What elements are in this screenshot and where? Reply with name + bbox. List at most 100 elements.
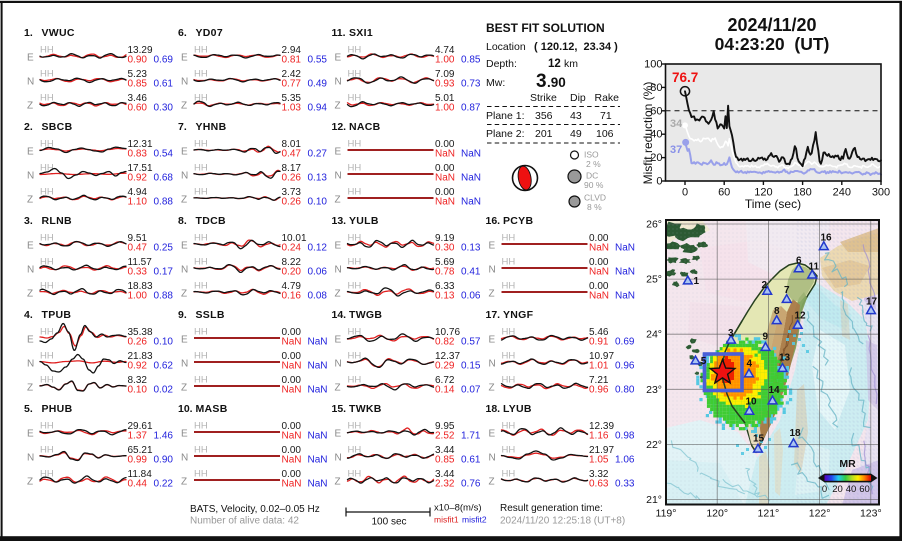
svg-text:100: 100 [644, 59, 662, 71]
svg-text:1: 1 [694, 276, 700, 287]
svg-text:119°: 119° [656, 508, 677, 520]
svg-text:0.92: 0.92 [128, 361, 148, 372]
svg-text:Z: Z [27, 477, 33, 488]
svg-text:3: 3 [728, 328, 734, 339]
svg-text:0.85: 0.85 [435, 455, 455, 466]
svg-text:NaN: NaN [308, 385, 328, 396]
svg-text:0.55: 0.55 [308, 55, 328, 66]
svg-text:HH: HH [40, 139, 54, 150]
svg-text:120: 120 [754, 187, 772, 199]
svg-text:16.: 16. [486, 215, 501, 227]
svg-text:N: N [335, 265, 342, 276]
svg-text:0.26: 0.26 [282, 173, 302, 184]
svg-text:N: N [335, 359, 342, 370]
svg-text:SBCB: SBCB [42, 121, 73, 133]
svg-text:HH: HH [40, 93, 54, 104]
svg-text:x10–8(m/s): x10–8(m/s) [434, 503, 482, 514]
svg-text:13.: 13. [332, 215, 347, 227]
svg-text:300: 300 [872, 187, 890, 199]
svg-text:7: 7 [784, 285, 790, 296]
svg-text:NaN: NaN [615, 267, 635, 278]
svg-text:Z: Z [335, 195, 341, 206]
svg-text:18.83: 18.83 [128, 281, 153, 292]
svg-text:Dip: Dip [570, 92, 586, 104]
svg-text:10.: 10. [178, 403, 193, 415]
svg-text:0.82: 0.82 [435, 337, 455, 348]
svg-text:80: 80 [650, 82, 662, 94]
svg-text:TWGB: TWGB [349, 309, 382, 321]
svg-text:HH: HH [40, 69, 54, 80]
svg-text:15: 15 [753, 434, 765, 445]
svg-text:DC: DC [586, 171, 598, 181]
svg-text:E: E [181, 335, 188, 346]
svg-text:21.83: 21.83 [128, 351, 153, 362]
svg-text:N: N [489, 359, 496, 370]
svg-text:0.61: 0.61 [154, 79, 174, 90]
svg-text:0.30: 0.30 [154, 103, 174, 114]
svg-text:12.: 12. [332, 121, 347, 133]
svg-text:km: km [564, 58, 578, 70]
svg-text:21.97: 21.97 [589, 445, 614, 456]
svg-text:0.98: 0.98 [615, 431, 635, 442]
svg-text:E: E [181, 53, 188, 64]
svg-text:12.39: 12.39 [589, 421, 614, 432]
svg-text:ISO: ISO [584, 150, 599, 160]
svg-text:0.93: 0.93 [435, 79, 455, 90]
svg-text:12.31: 12.31 [128, 139, 153, 150]
svg-text:8.01: 8.01 [282, 139, 302, 150]
svg-text:0.90: 0.90 [154, 455, 174, 466]
svg-text:14.: 14. [332, 309, 347, 321]
svg-text:N: N [181, 359, 188, 370]
svg-text:5.01: 5.01 [435, 93, 455, 104]
svg-text:HH: HH [502, 445, 516, 456]
svg-text:NaN: NaN [461, 173, 481, 184]
svg-text:1.37: 1.37 [128, 431, 148, 442]
svg-text:0.91: 0.91 [589, 337, 609, 348]
svg-text:34: 34 [670, 118, 683, 130]
svg-text:0.17: 0.17 [154, 267, 174, 278]
svg-text:NaN: NaN [435, 149, 455, 160]
svg-text:0.92: 0.92 [128, 173, 148, 184]
svg-text:37: 37 [670, 144, 682, 156]
svg-text:Z: Z [489, 289, 495, 300]
svg-text:HH: HH [194, 421, 208, 432]
svg-text:0.10: 0.10 [128, 385, 148, 396]
svg-text:HH: HH [194, 163, 208, 174]
svg-text:0.12: 0.12 [308, 243, 328, 254]
svg-text:Rake: Rake [595, 92, 620, 104]
svg-text:Z: Z [181, 477, 187, 488]
svg-text:17: 17 [866, 297, 878, 308]
svg-text:1.71: 1.71 [461, 431, 481, 442]
svg-text:8.: 8. [178, 215, 187, 227]
svg-text:NaN: NaN [461, 197, 481, 208]
svg-text:0.02: 0.02 [154, 385, 174, 396]
svg-text:Plane 1:: Plane 1: [486, 110, 525, 122]
svg-text:6.: 6. [178, 27, 187, 39]
svg-text:0.63: 0.63 [589, 479, 609, 490]
svg-text:1.00: 1.00 [435, 55, 455, 66]
svg-text:NACB: NACB [349, 121, 381, 133]
svg-text:13: 13 [779, 353, 791, 364]
svg-text:2 %: 2 % [586, 159, 601, 169]
svg-text:0.00: 0.00 [282, 421, 302, 432]
svg-text:0.22: 0.22 [154, 479, 174, 490]
svg-text:3: 3 [536, 71, 547, 92]
svg-text:BEST FIT SOLUTION: BEST FIT SOLUTION [486, 21, 605, 35]
svg-text:HH: HH [40, 327, 54, 338]
svg-text:100 sec: 100 sec [371, 517, 406, 528]
svg-text:0.78: 0.78 [435, 267, 455, 278]
svg-text:Z: Z [489, 383, 495, 394]
svg-text:356: 356 [535, 110, 553, 122]
svg-text:6.72: 6.72 [435, 375, 455, 386]
svg-text:3.46: 3.46 [128, 93, 148, 104]
svg-text:0.00: 0.00 [435, 163, 455, 174]
svg-text:NaN: NaN [282, 479, 302, 490]
svg-text:4.: 4. [24, 309, 33, 321]
svg-text:HH: HH [40, 469, 54, 480]
svg-text:3.44: 3.44 [435, 469, 455, 480]
svg-text:YULB: YULB [349, 215, 379, 227]
svg-text:0: 0 [822, 484, 827, 495]
svg-text:HH: HH [40, 375, 54, 386]
svg-text:HH: HH [502, 233, 516, 244]
svg-text:HH: HH [348, 69, 362, 80]
